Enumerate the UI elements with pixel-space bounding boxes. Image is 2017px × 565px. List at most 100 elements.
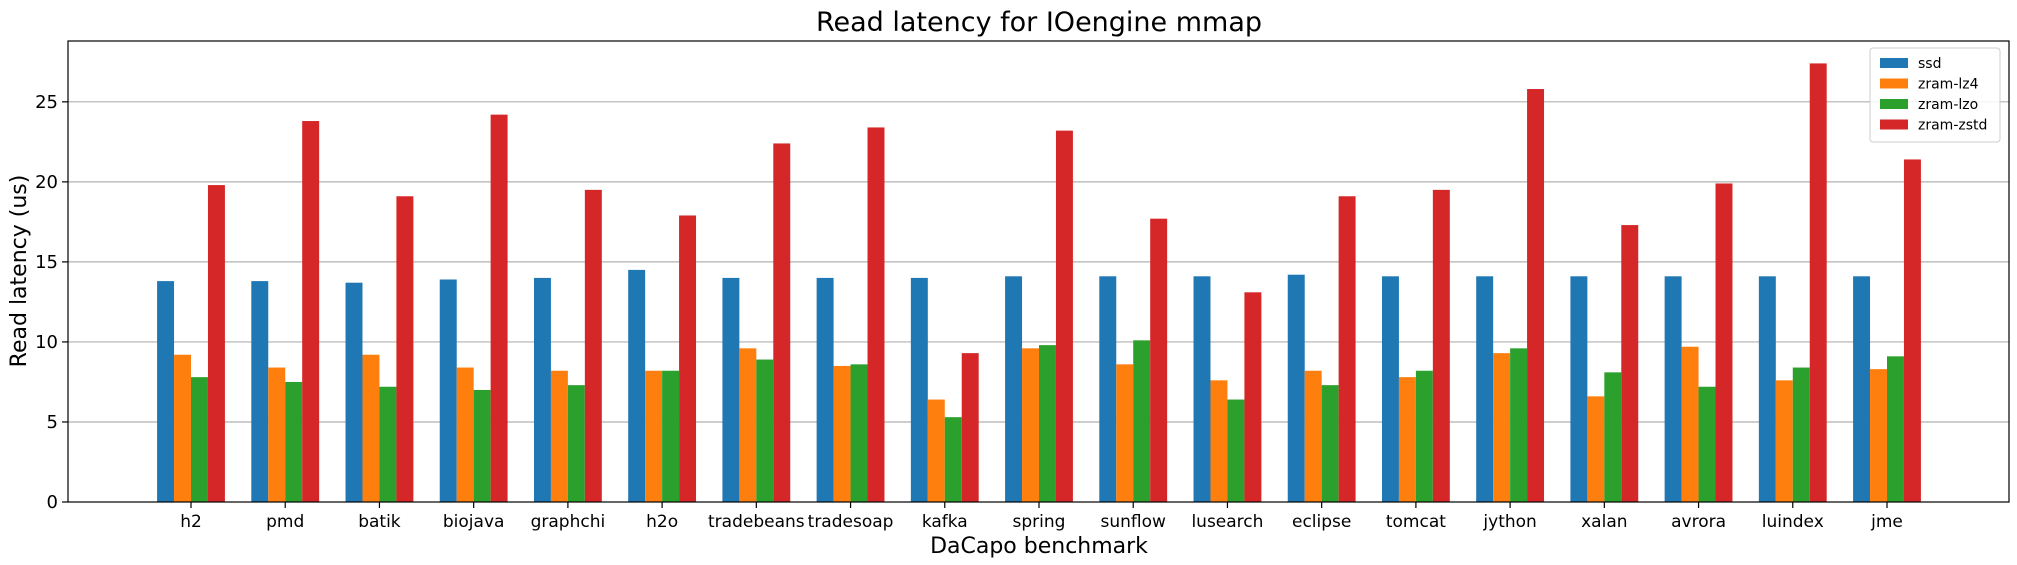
bar-zram-zstd: [1150, 218, 1168, 503]
bar-zram-lzo: [473, 389, 491, 502]
bar-zram-lz4: [1398, 377, 1416, 502]
legend-frame: [1869, 47, 2001, 143]
bar-zram-lz4: [1775, 380, 1793, 502]
bar-zram-lz4: [268, 367, 286, 502]
y-axis-ticks: 0 5 10 15 20 25: [35, 92, 68, 513]
bar-zram-zstd: [302, 121, 320, 502]
legend-label: zram-lz4: [1918, 77, 1979, 93]
bar-zram-zstd: [1527, 89, 1545, 502]
bar-zram-lzo: [191, 377, 208, 502]
x-tick-label: graphchi: [531, 512, 606, 532]
x-tick-label: h2: [180, 512, 202, 532]
bar-zram-lzo: [1698, 386, 1716, 502]
bar-zram-zstd: [1338, 196, 1356, 502]
x-tick-label: eclipse: [1292, 512, 1351, 532]
bar-zram-zstd: [584, 189, 602, 503]
bar-zram-lzo: [567, 385, 585, 502]
bar-zram-lzo: [1887, 356, 1904, 502]
bar-zram-zstd: [961, 353, 979, 502]
bar-ssd: [628, 269, 646, 502]
bar-ssd: [1758, 276, 1776, 502]
bar-ssd: [439, 279, 457, 502]
bar-ssd: [722, 277, 740, 502]
x-tick-label: tomcat: [1386, 512, 1446, 532]
x-tick-label: pmd: [266, 512, 304, 532]
bar-zram-lz4: [927, 399, 945, 502]
bar-ssd: [1193, 276, 1211, 502]
bar-zram-lzo: [1415, 370, 1433, 502]
bar-zram-lz4: [739, 348, 757, 502]
x-axis-label: DaCapo benchmark: [930, 534, 1148, 559]
bar-ssd: [1381, 276, 1399, 502]
bar-zram-zstd: [1432, 189, 1450, 503]
bar-ssd: [816, 277, 834, 502]
bar-zram-lz4: [1681, 346, 1699, 502]
bar-zram-lzo: [1039, 345, 1056, 502]
bar-zram-lz4: [645, 370, 663, 502]
bar-zram-lz4: [550, 370, 568, 502]
bars: [157, 63, 1921, 503]
y-tick-label: 0: [47, 492, 58, 513]
y-tick-label: 5: [47, 412, 58, 433]
bar-ssd: [1476, 276, 1494, 502]
legend-swatch: [1880, 119, 1908, 130]
bar-ssd: [910, 277, 928, 502]
bar-ssd: [1005, 276, 1023, 502]
bar-zram-zstd: [207, 185, 225, 502]
x-tick-label: luindex: [1762, 512, 1824, 532]
y-tick-label: 10: [35, 332, 58, 353]
bar-zram-lzo: [1792, 367, 1810, 502]
bar-zram-lzo: [1227, 399, 1245, 502]
legend-swatch: [1880, 99, 1908, 109]
bar-zram-lz4: [174, 354, 191, 502]
legend-label: zram-zstd: [1918, 118, 1987, 134]
x-tick-label: biojava: [443, 512, 505, 532]
x-tick-label: tradesoap: [808, 512, 894, 532]
legend-swatch: [1880, 58, 1908, 68]
bar-zram-lz4: [1304, 370, 1322, 502]
bar-ssd: [345, 282, 363, 502]
y-tick-label: 25: [35, 92, 58, 113]
x-tick-label: lusearch: [1191, 512, 1263, 532]
y-tick-label: 20: [35, 172, 58, 193]
bar-zram-zstd: [867, 127, 885, 502]
x-tick-label: avrora: [1671, 512, 1726, 532]
x-tick-label: tradebeans: [708, 512, 805, 532]
bar-zram-zstd: [1621, 225, 1639, 502]
bar-zram-zstd: [1809, 63, 1827, 502]
bar-ssd: [1099, 276, 1117, 502]
bar-zram-lz4: [362, 354, 380, 502]
y-tick-label: 15: [35, 252, 58, 273]
bar-zram-lzo: [662, 370, 680, 502]
bar-zram-lz4: [1022, 348, 1039, 502]
x-tick-label: xalan: [1581, 512, 1627, 532]
bar-ssd: [1853, 276, 1871, 502]
x-tick-label: kafka: [922, 512, 968, 532]
bar-zram-lzo: [379, 386, 397, 502]
bar-zram-lzo: [944, 417, 962, 502]
x-tick-label: sunflow: [1101, 512, 1167, 532]
bar-ssd: [251, 281, 269, 502]
bar-zram-zstd: [490, 114, 508, 502]
bar-zram-lz4: [1493, 353, 1511, 502]
x-axis-ticks: h2 pmd batik biojava graphchi h2o tradebeans tr…: [180, 502, 1903, 532]
bar-zram-lzo: [1321, 385, 1339, 502]
legend: ssd zram-lz4 zram-lzo zram-zstd: [1869, 47, 2001, 143]
x-tick-label: jme: [1870, 512, 1903, 532]
bar-ssd: [1570, 276, 1588, 502]
bar-zram-lz4: [1870, 369, 1887, 502]
bar-ssd: [533, 277, 551, 502]
bar-zram-lzo: [1604, 372, 1622, 502]
x-tick-label: h2o: [646, 512, 678, 532]
chart-title: Read latency for IOengine mmap: [816, 7, 1262, 38]
bar-zram-zstd: [679, 215, 697, 502]
legend-label: ssd: [1918, 56, 1941, 72]
bar-ssd: [157, 281, 175, 502]
x-tick-label: jython: [1482, 512, 1536, 532]
y-axis-label: Read latency (us): [7, 175, 32, 368]
bar-zram-lzo: [285, 381, 303, 502]
bar-ssd: [1287, 274, 1305, 502]
bar-zram-zstd: [1903, 159, 1921, 502]
bar-zram-lz4: [1210, 380, 1228, 502]
